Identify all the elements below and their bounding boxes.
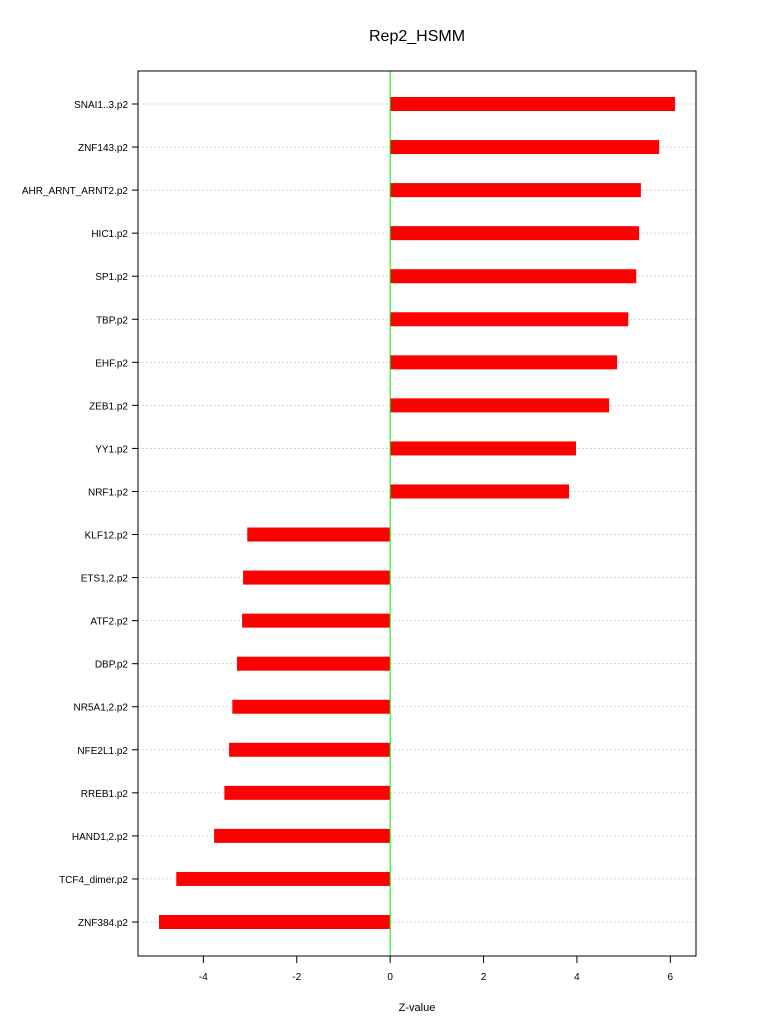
y-tick-label: NFE2L1.p2 [77,746,128,757]
bar-RREB1.p2 [224,785,391,800]
bar-ZNF384.p2 [159,915,391,929]
y-tick-label: KLF12.p2 [85,531,129,542]
bar-TCF4_dimer.p2 [176,871,391,886]
bar-NR5A1,2.p2 [232,699,391,714]
x-axis-label: Z-value [399,1002,436,1014]
x-tick-label: 0 [387,972,393,983]
chart-title: Rep2_HSMM [369,28,465,45]
bar-EHF.p2 [390,355,618,370]
bar-ATF2.p2 [242,613,391,628]
y-tick-label: ZNF143.p2 [78,143,128,154]
x-tick-label: 6 [668,972,674,983]
x-tick-label: 2 [481,972,487,983]
y-tick-label: YY1.p2 [95,444,128,455]
y-tick-label: SNAI1..3.p2 [74,100,128,111]
bar-SNAI1..3.p2 [390,97,675,111]
bar-AHR_ARNT_ARNT2.p2 [390,183,641,198]
bar-KLF12.p2 [247,527,391,542]
bar-HAND1,2.p2 [214,828,391,843]
y-tick-label: TCF4_dimer.p2 [59,875,128,886]
y-tick-label: HAND1,2.p2 [72,832,129,843]
y-tick-label: EHF.p2 [95,358,128,369]
bar-NFE2L1.p2 [229,742,391,757]
y-tick-label: TBP.p2 [96,315,128,326]
y-tick-label: RREB1.p2 [81,789,129,800]
y-tick-label: ZNF384.p2 [78,918,128,929]
y-tick-label: HIC1.p2 [91,229,128,240]
y-tick-label: SP1.p2 [95,272,128,283]
x-tick-label: -4 [199,972,208,983]
x-tick-label: -2 [292,972,301,983]
y-tick-label: AHR_ARNT_ARNT2.p2 [22,186,129,197]
plot-frame [137,70,697,957]
bar-TBP.p2 [390,312,629,327]
y-tick-label: NRF1.p2 [88,487,128,498]
bar-SP1.p2 [390,269,637,284]
bar-YY1.p2 [390,441,576,456]
bar-NRF1.p2 [390,484,569,499]
x-tick-label: 4 [574,972,580,983]
y-tick-label: NR5A1,2.p2 [74,703,129,714]
bar-DBP.p2 [236,656,391,671]
y-tick-label: ATF2.p2 [90,617,128,628]
bar-ZEB1.p2 [390,398,610,413]
bar-HIC1.p2 [390,226,640,241]
y-tick-label: ETS1,2.p2 [81,574,129,585]
y-tick-label: ZEB1.p2 [89,401,128,412]
y-tick-label: DBP.p2 [95,660,129,671]
bar-ZNF143.p2 [390,140,660,155]
bar-ETS1,2.p2 [243,570,391,585]
